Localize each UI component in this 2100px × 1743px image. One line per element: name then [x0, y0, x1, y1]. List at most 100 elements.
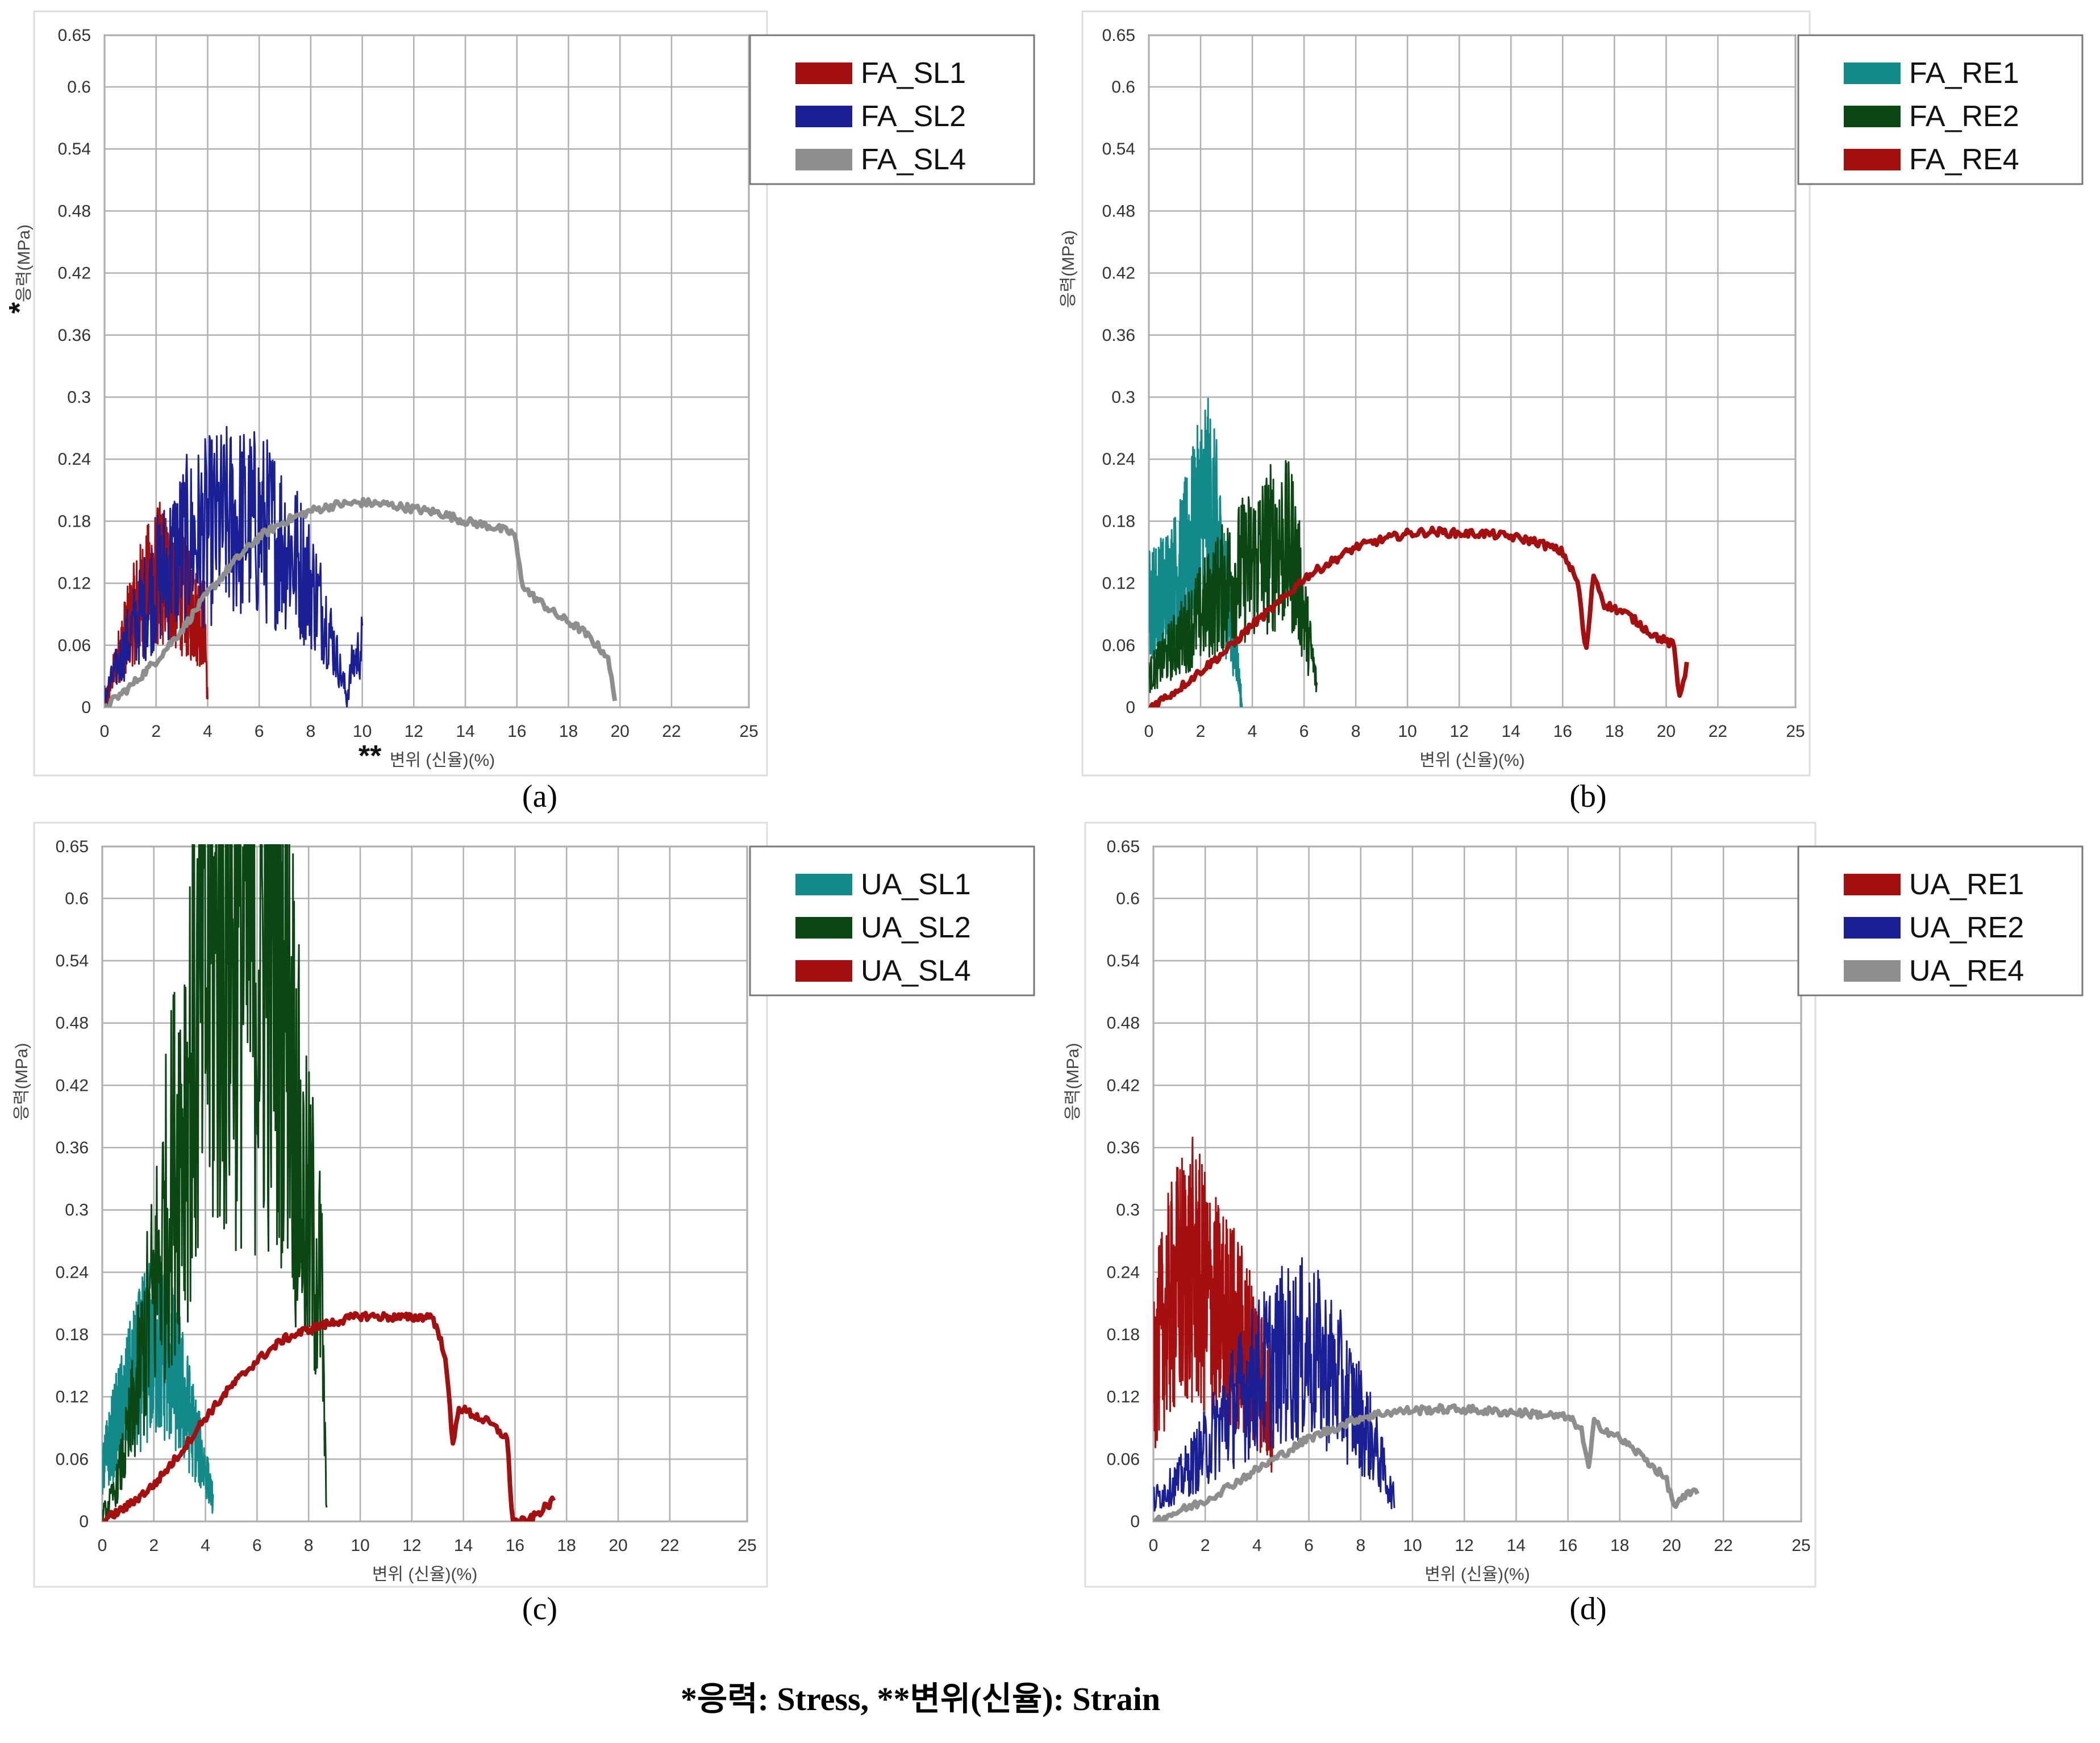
- x-tick-label: 22: [662, 722, 681, 741]
- y-tick-label: 0.36: [1107, 1139, 1140, 1157]
- legend-label: UA_SL1: [861, 868, 971, 901]
- y-tick-label: 0: [79, 1512, 89, 1531]
- y-axis-label-text: 응력(MPa): [1064, 1043, 1082, 1121]
- y-tick-label: 0.06: [1107, 1450, 1140, 1469]
- legend-swatch: [1844, 917, 1901, 939]
- x-tick-label: 8: [1351, 722, 1361, 741]
- x-tick-label: 6: [255, 722, 264, 741]
- x-tick-label: 22: [1714, 1536, 1733, 1555]
- x-tick-label: 12: [402, 1536, 421, 1555]
- y-axis-label-marker: *: [3, 302, 36, 314]
- legend-label: FA_SL2: [861, 100, 966, 133]
- legend-label: FA_RE1: [1909, 57, 2019, 90]
- x-tick-label: 18: [559, 722, 578, 741]
- y-tick-label: 0.54: [56, 952, 89, 970]
- x-tick-label: 10: [351, 1536, 369, 1555]
- x-tick-label: 20: [611, 722, 630, 741]
- x-tick-label: 8: [1356, 1536, 1365, 1555]
- x-tick-label: 12: [1450, 722, 1469, 741]
- y-tick-label: 0.65: [58, 26, 91, 45]
- y-axis-label: *응력(MPa): [3, 224, 36, 314]
- x-tick-label: 10: [353, 722, 372, 741]
- legend-label: UA_RE4: [1909, 954, 2024, 987]
- x-tick-label: 16: [1553, 722, 1572, 741]
- y-axis-label: 응력(MPa): [1064, 1043, 1082, 1121]
- y-tick-label: 0.6: [1116, 889, 1140, 908]
- y-tick-label: 0.6: [1111, 78, 1135, 97]
- y-tick-label: 0.3: [1116, 1201, 1140, 1220]
- x-tick-label: 16: [1559, 1536, 1577, 1555]
- x-tick-label: 4: [1252, 1536, 1262, 1555]
- legend-swatch: [795, 106, 852, 127]
- y-tick-label: 0.36: [56, 1139, 89, 1157]
- legend-label: UA_RE1: [1909, 868, 2024, 901]
- x-axis-label: 변위 (신율)(%): [1419, 751, 1524, 770]
- series-line-fa-sl2: [105, 426, 364, 707]
- x-tick-label: 18: [1605, 722, 1624, 741]
- y-tick-label: 0: [1130, 1512, 1140, 1531]
- y-axis-label: 응력(MPa): [13, 1043, 31, 1121]
- y-tick-label: 0.42: [56, 1076, 89, 1095]
- y-tick-label: 0: [1126, 698, 1135, 717]
- y-tick-label: 0.06: [56, 1450, 89, 1469]
- y-tick-label: 0.18: [1107, 1325, 1140, 1344]
- x-axis-label-text: 변위 (신율)(%): [1419, 751, 1524, 770]
- y-tick-label: 0.18: [1102, 512, 1135, 531]
- y-tick-label: 0.3: [1111, 388, 1135, 407]
- panel-label: (a): [522, 779, 557, 814]
- x-tick-label: 16: [507, 722, 526, 741]
- x-tick-label: 22: [1709, 722, 1727, 741]
- y-tick-label: 0.54: [1102, 140, 1135, 159]
- x-axis-label-text: 변위 (신율)(%): [372, 1565, 477, 1584]
- y-axis-label-text: 응력(MPa): [13, 1043, 31, 1121]
- panel-label: (d): [1569, 1591, 1606, 1627]
- y-tick-label: 0.06: [1102, 636, 1135, 655]
- x-axis-label-text: 변위 (신율)(%): [390, 751, 495, 770]
- x-tick-label: 6: [252, 1536, 262, 1555]
- legend-swatch: [1844, 149, 1901, 170]
- y-tick-label: 0.6: [65, 889, 89, 908]
- x-tick-label: 14: [456, 722, 474, 741]
- y-tick-label: 0.12: [1102, 574, 1135, 593]
- y-tick-label: 0: [81, 698, 91, 717]
- figure-caption: *응력: Stress, **변위(신율): Strain: [681, 1681, 1160, 1717]
- x-tick-label: 2: [149, 1536, 159, 1555]
- y-tick-label: 0.42: [58, 264, 91, 283]
- y-tick-label: 0.18: [58, 512, 91, 531]
- x-tick-label: 12: [405, 722, 423, 741]
- panel-label: (c): [522, 1591, 557, 1627]
- x-tick-label: 8: [304, 1536, 314, 1555]
- y-tick-label: 0.24: [56, 1263, 89, 1282]
- x-tick-label: 0: [98, 1536, 107, 1555]
- x-tick-label: 14: [1507, 1536, 1526, 1555]
- y-tick-label: 0.36: [1102, 326, 1135, 345]
- legend: FA_RE1 FA_RE2 FA_RE4: [1797, 34, 2084, 185]
- x-tick-label: 20: [1657, 722, 1676, 741]
- y-tick-label: 0.54: [1107, 952, 1140, 970]
- chart-panel-b: 0 2 4 6 8 10 12 14 16 18 20 22 25 0 0.06 0.12 0.18 0.24 0.…: [1059, 10, 2084, 814]
- x-tick-label: 25: [1786, 722, 1805, 741]
- x-tick-label: 20: [609, 1536, 627, 1555]
- legend-swatch: [1844, 960, 1901, 982]
- legend-swatch: [795, 917, 852, 939]
- x-tick-label: 10: [1403, 1536, 1422, 1555]
- series-line-ua-sl4: [102, 1311, 556, 1521]
- legend-swatch: [795, 874, 852, 895]
- x-tick-label: 22: [660, 1536, 679, 1555]
- y-tick-label: 0.24: [1102, 450, 1135, 469]
- x-tick-label: 0: [100, 722, 110, 741]
- x-axis-label: ** 변위 (신율)(%): [359, 740, 495, 773]
- y-tick-label: 0.24: [58, 450, 91, 469]
- x-tick-label: 10: [1398, 722, 1417, 741]
- x-tick-label: 4: [201, 1536, 210, 1555]
- chart-panel-d: 0 2 4 6 8 10 12 14 16 18 20 22 25 0 0.06 0.12 0.18 0.24 0.…: [1064, 822, 2084, 1627]
- legend-label: UA_SL2: [861, 911, 971, 944]
- y-tick-label: 0.48: [1107, 1014, 1140, 1033]
- y-axis-label-text: 응력(MPa): [1059, 230, 1078, 308]
- legend-label: FA_SL4: [861, 143, 966, 176]
- y-tick-label: 0.48: [1102, 202, 1135, 220]
- legend: UA_SL1 UA_SL2 UA_SL4: [749, 845, 1035, 996]
- y-tick-label: 0.48: [58, 202, 91, 220]
- x-tick-label: 25: [738, 1536, 756, 1555]
